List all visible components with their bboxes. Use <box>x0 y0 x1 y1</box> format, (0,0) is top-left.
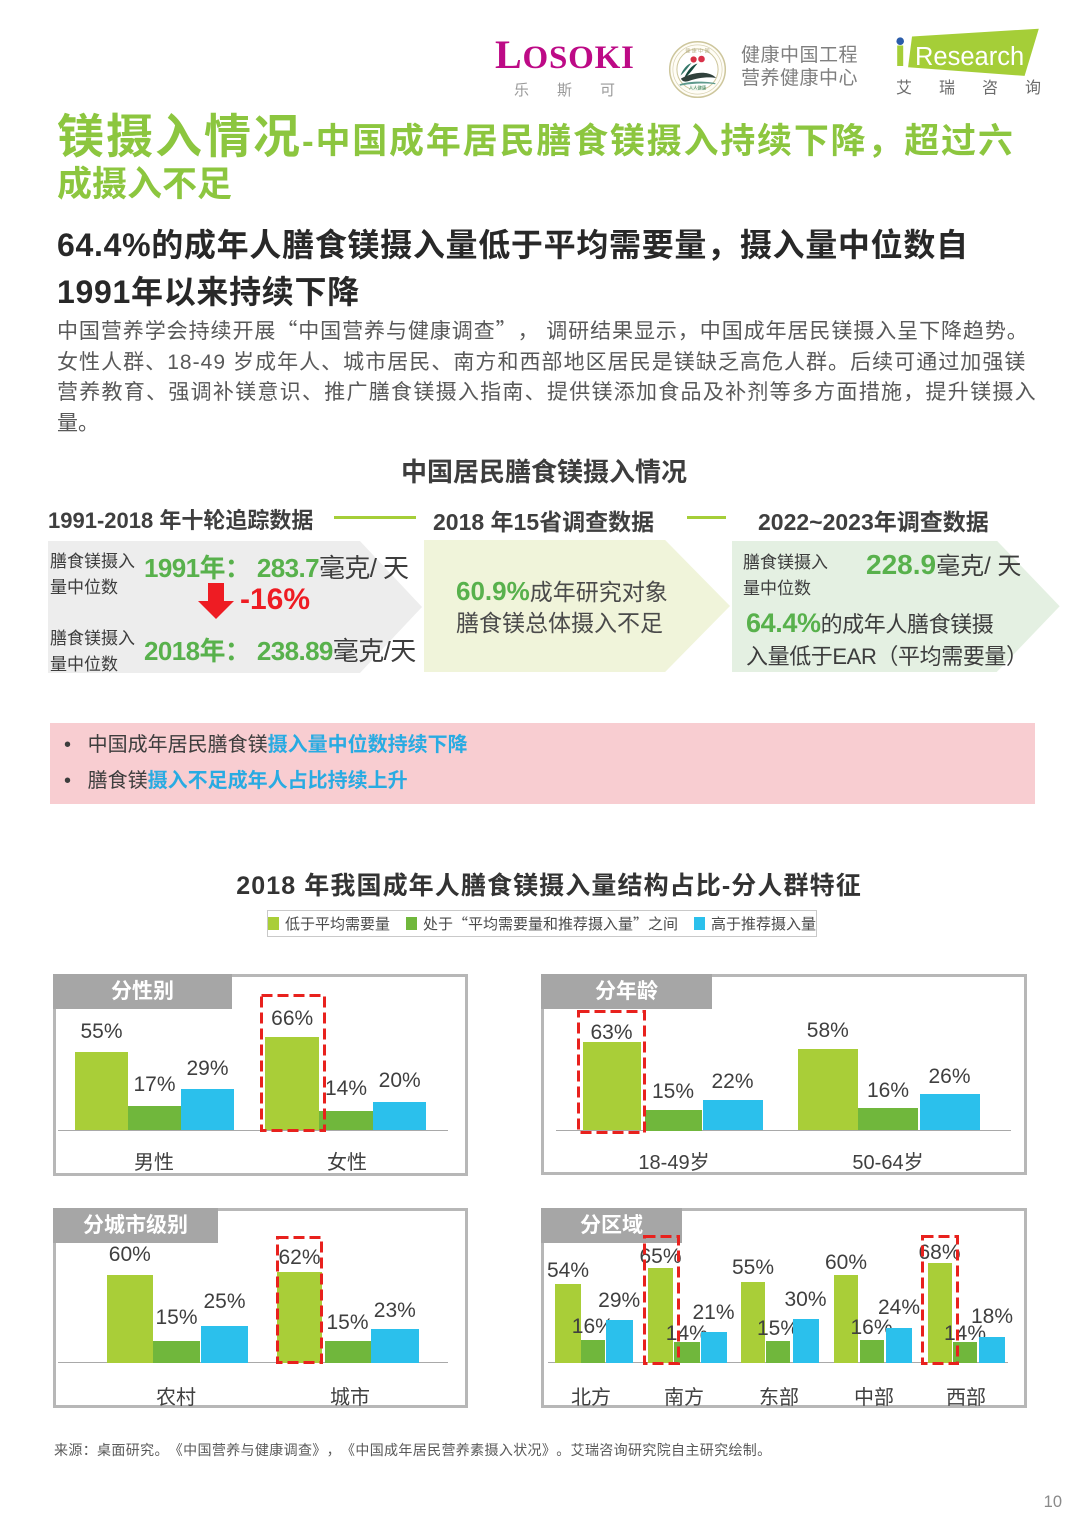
svg-text:健 康 中 国: 健 康 中 国 <box>685 48 709 55</box>
svg-text:人人健康: 人人健康 <box>689 85 707 92</box>
svg-text:Research: Research <box>915 43 1024 71</box>
